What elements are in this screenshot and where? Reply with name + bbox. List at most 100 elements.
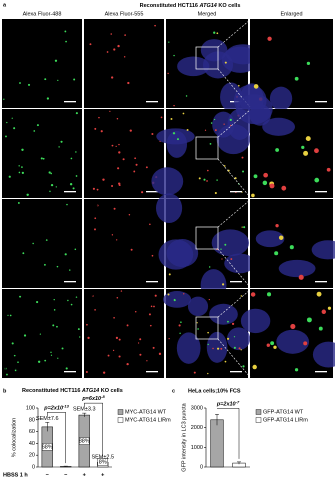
punctum <box>139 338 142 341</box>
nucleus <box>177 56 210 77</box>
punctum <box>153 305 155 308</box>
zoom-box <box>195 46 219 70</box>
value-label: 8% <box>99 459 107 465</box>
punctum <box>21 166 23 168</box>
nucleus <box>211 229 250 257</box>
y-tick-label: 40 <box>29 441 35 447</box>
x-tick-label: − <box>46 472 49 478</box>
legend-label: MYC-ATG14 WT <box>125 409 167 415</box>
title: Reconstituted HCT116 ATG14 KO cells <box>140 3 241 9</box>
x-tick-label: + <box>83 472 86 478</box>
punctum <box>133 170 136 173</box>
punctum <box>13 354 16 357</box>
punctum <box>154 24 156 27</box>
micrograph <box>2 109 82 198</box>
punctum <box>216 179 218 181</box>
punctum <box>204 129 207 131</box>
punctum <box>96 188 99 191</box>
punctum <box>326 167 331 172</box>
p-base: p=2x10 <box>216 402 236 408</box>
punctum <box>208 298 210 301</box>
punctum <box>37 360 41 363</box>
punctum <box>113 207 116 210</box>
punctum <box>151 132 154 136</box>
y-tick-label: 3000 <box>191 405 203 411</box>
punctum <box>210 122 213 124</box>
punctum <box>23 334 27 337</box>
punctum <box>46 97 50 100</box>
punctum <box>18 165 20 167</box>
row-label: HBSS 1 h <box>3 472 28 478</box>
punctum <box>109 110 111 112</box>
punctum <box>213 118 216 121</box>
punctum <box>21 148 24 151</box>
title-part: ATG14 <box>199 3 217 9</box>
punctum <box>158 352 162 356</box>
punctum <box>183 293 185 295</box>
panel-label: b <box>3 388 7 394</box>
punctum <box>223 123 225 125</box>
zoom-box <box>195 316 219 340</box>
nucleus <box>311 240 335 260</box>
punctum <box>107 354 110 357</box>
punctum <box>50 351 52 354</box>
scale-bar <box>64 371 76 373</box>
punctum <box>321 309 327 314</box>
x-tick-label: + <box>101 472 104 478</box>
micrograph <box>84 289 164 378</box>
punctum <box>262 180 268 186</box>
nucleus <box>235 94 273 125</box>
punctum <box>186 128 189 131</box>
punctum <box>27 83 31 86</box>
y-axis-label: GFP intensity in LC3 puncta <box>181 402 187 471</box>
stain-label: LC3B <box>4 22 18 28</box>
p-exp: -8 <box>101 394 105 399</box>
punctum <box>128 214 131 216</box>
p-base: p=6x10 <box>81 397 101 403</box>
punctum <box>55 186 57 188</box>
bracket <box>217 408 240 459</box>
punctum <box>110 33 113 35</box>
punctum <box>73 78 76 81</box>
punctum <box>53 309 56 311</box>
punctum <box>65 367 68 370</box>
punctum <box>45 239 48 241</box>
punctum <box>275 223 279 228</box>
legend-swatch <box>255 409 262 415</box>
column-header: Alexa Fluor-488 <box>23 11 62 17</box>
nucleus <box>158 239 194 270</box>
punctum <box>69 269 71 271</box>
punctum <box>221 283 225 286</box>
title: HeLa cells;10% FCS <box>188 388 241 394</box>
punctum <box>266 343 270 347</box>
y-axis-label: % colocalization <box>11 418 17 457</box>
column-header: Merged <box>198 11 217 17</box>
punctum <box>290 323 296 330</box>
punctum <box>241 226 243 228</box>
punctum <box>129 129 132 132</box>
punctum <box>167 293 170 296</box>
punctum <box>126 324 129 327</box>
punctum <box>102 371 106 374</box>
nucleus <box>240 308 271 334</box>
nucleus <box>276 329 310 354</box>
punctum <box>141 191 144 194</box>
punctum <box>137 342 140 344</box>
bracket <box>47 412 66 464</box>
punctum <box>130 248 133 251</box>
punctum <box>26 193 29 196</box>
punctum <box>50 183 54 187</box>
punctum <box>77 328 80 330</box>
punctum <box>65 40 67 43</box>
punctum <box>170 117 173 120</box>
punctum <box>5 135 7 138</box>
punctum <box>54 59 58 62</box>
punctum <box>289 245 294 250</box>
zoom-line <box>217 338 251 378</box>
punctum <box>32 242 34 245</box>
p-value: p=6x10-8 <box>81 394 105 402</box>
punctum <box>207 169 209 172</box>
micrograph <box>84 199 164 288</box>
punctum <box>134 157 137 160</box>
scale-bar <box>230 191 242 193</box>
